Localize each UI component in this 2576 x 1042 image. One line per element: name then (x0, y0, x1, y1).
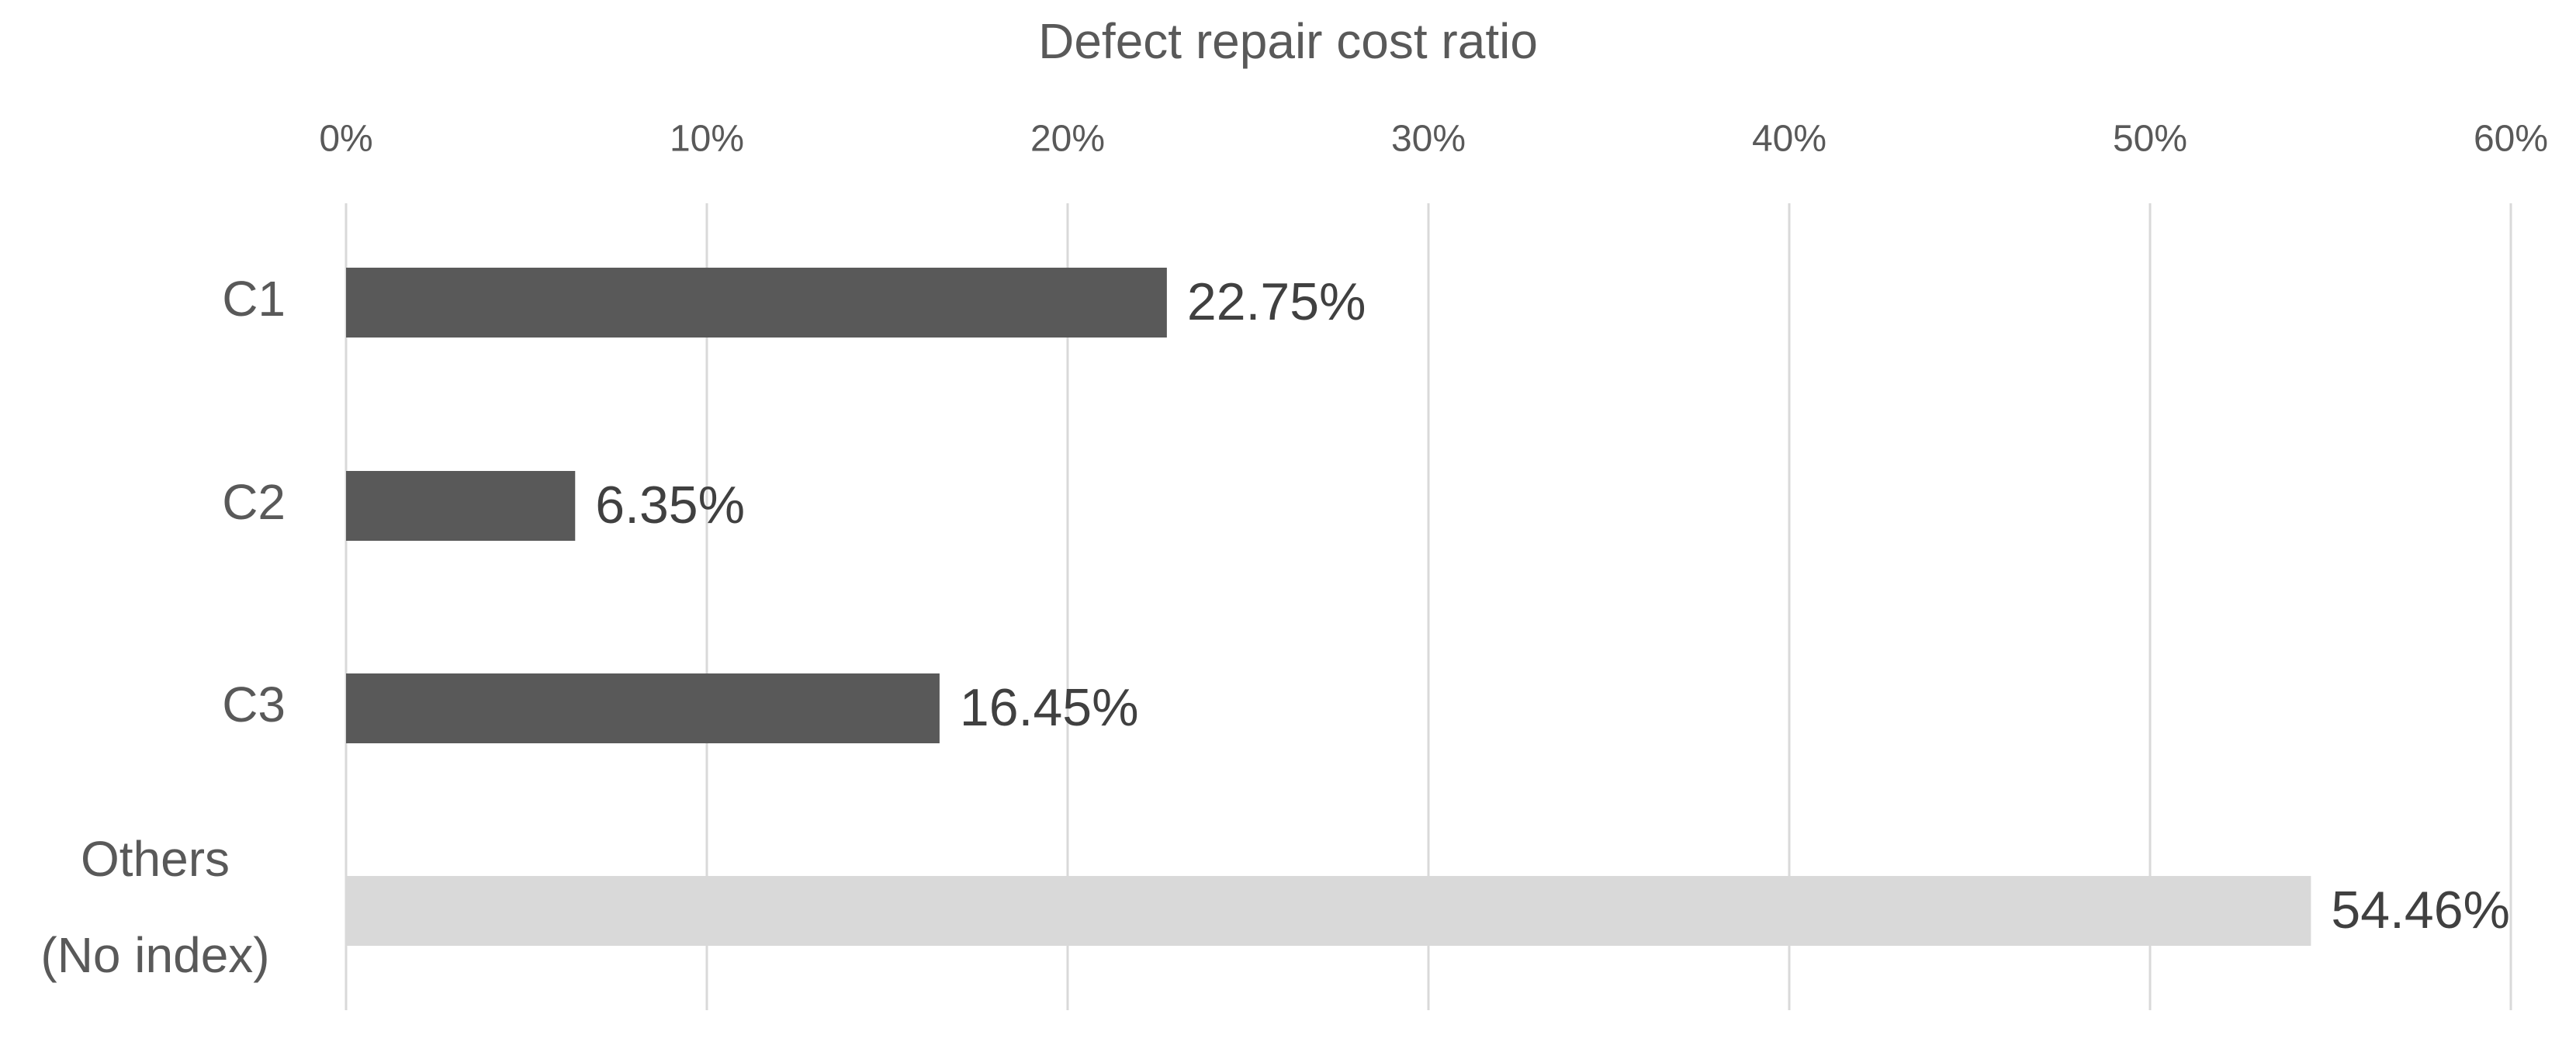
x-tick-label: 10% (670, 119, 744, 160)
gridlines (345, 203, 2512, 1010)
bars (346, 268, 2311, 946)
category-label: (No index) (40, 927, 269, 983)
bar-2 (346, 673, 940, 743)
chart-title: Defect repair cost ratio (1038, 13, 1538, 69)
data-label: 16.45% (960, 678, 1139, 737)
data-labels: 22.75% 6.35% 16.45% 54.46% (595, 272, 2510, 940)
x-tick-label: 60% (2474, 119, 2548, 160)
category-label: C3 (222, 677, 286, 732)
data-label: 22.75% (1187, 272, 1366, 331)
x-tick-label: 20% (1030, 119, 1105, 160)
x-tick-label: 30% (1391, 119, 1466, 160)
x-tick-label: 40% (1752, 119, 1826, 160)
category-labels: C1 C2 C3 Others (No index) (40, 271, 286, 983)
category-label: C2 (222, 474, 286, 530)
bar-1 (346, 471, 576, 541)
x-tick-label: 50% (2113, 119, 2187, 160)
x-axis-tick-labels: 0% 10% 20% 30% 40% 50% 60% (319, 119, 2548, 160)
bar-3 (346, 876, 2311, 946)
data-label: 54.46% (2331, 881, 2510, 940)
category-label: C1 (222, 271, 286, 327)
data-label: 6.35% (595, 476, 745, 535)
bar-0 (346, 268, 1167, 338)
category-label: Others (81, 831, 230, 887)
x-tick-label: 0% (319, 119, 372, 160)
